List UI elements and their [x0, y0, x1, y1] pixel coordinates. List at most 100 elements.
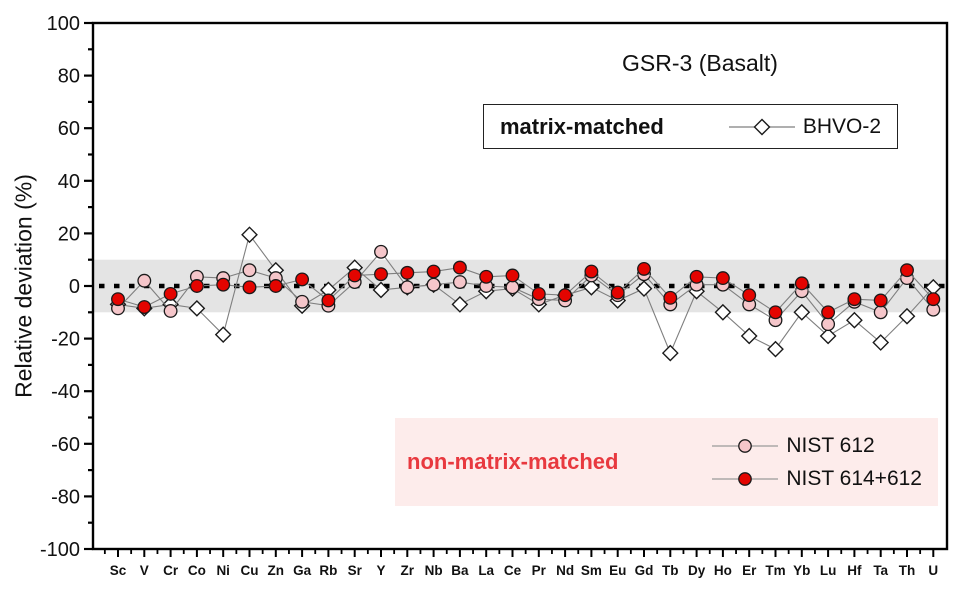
- x-axis-tick-label: Y: [376, 563, 385, 578]
- series-nist-612-point: [374, 244, 388, 259]
- series-nist-614-612-point: [900, 263, 914, 278]
- series-bhvo-2-point: [740, 327, 758, 345]
- series-nist-612-point: [452, 275, 467, 290]
- y-axis-tick-label: -20: [51, 329, 80, 351]
- series-nist-614-612-point: [610, 285, 625, 300]
- series-nist-614-612-point: [426, 264, 441, 279]
- series-bhvo-2-point: [372, 281, 390, 299]
- x-axis-tick-label: La: [478, 563, 494, 578]
- diamond-marker-icon: [728, 118, 795, 135]
- series-nist-612-point: [873, 305, 888, 320]
- y-axis-tick-label: -100: [40, 539, 80, 561]
- y-axis-tick-label: -60: [51, 434, 80, 456]
- legend-matrix-matched: matrix-matched BHVO-2: [483, 104, 898, 149]
- series-nist-612-point: [426, 277, 441, 292]
- series-bhvo-2-point: [819, 327, 837, 345]
- x-axis-tick-label: Ga: [293, 563, 312, 578]
- series-nist-614-612-point: [505, 268, 520, 283]
- x-axis-tick-label: Ce: [504, 563, 522, 578]
- series-nist-614-612-point: [663, 290, 678, 305]
- legend-entry-bhvo-2: BHVO-2: [728, 114, 881, 139]
- series-nist-614-612-point: [637, 261, 651, 276]
- chart-title: GSR-3 (Basalt): [622, 50, 778, 76]
- x-axis-tick-label: Sc: [110, 563, 127, 578]
- y-axis-tick-label: 0: [69, 276, 80, 298]
- x-axis-tick-label: Ni: [216, 563, 230, 578]
- series-bhvo-2-point: [793, 303, 811, 321]
- y-axis-tick-label: -40: [51, 381, 80, 403]
- x-axis-tick-label: Nb: [425, 563, 443, 578]
- x-axis-tick-label: Lu: [820, 563, 837, 578]
- y-axis-tick-label: -80: [51, 486, 80, 508]
- x-axis-tick-label: Cr: [163, 563, 179, 578]
- x-axis-tick-label: Ba: [451, 563, 469, 578]
- series-bhvo-2-point: [714, 303, 732, 321]
- series-nist-614-612-point: [452, 260, 467, 275]
- x-axis-tick-label: Tm: [765, 563, 785, 578]
- x-axis-tick-label: Pr: [532, 563, 547, 578]
- legend-non-matrix-matched-label: non-matrix-matched: [407, 449, 619, 474]
- series-nist-614-612-point: [847, 292, 862, 307]
- series-bhvo-2-point: [451, 296, 469, 313]
- series-nist-614-612-point: [321, 293, 336, 308]
- series-nist-614-612-point: [558, 288, 573, 303]
- series-nist-614-612-point: [400, 265, 415, 280]
- x-axis-tick-label: Tb: [662, 563, 679, 578]
- series-bhvo-2-point: [661, 344, 679, 362]
- series-nist-614-612-point: [873, 293, 888, 308]
- x-axis-tick-label: Ta: [873, 563, 888, 578]
- x-axis-tick-label: U: [928, 563, 938, 578]
- x-axis-tick-label: Hf: [847, 563, 862, 578]
- series-bhvo-2-point: [898, 307, 916, 325]
- series-bhvo-2-point: [767, 340, 784, 358]
- series-nist-614-612-point: [531, 286, 546, 301]
- pink-circle-marker-icon: [712, 438, 779, 453]
- series-nist-614-612-point: [689, 269, 704, 284]
- x-axis-tick-label: Nd: [556, 563, 574, 578]
- legend-non-matrix-matched: non-matrix-matched NIST 612 NIST 614+612: [395, 418, 938, 506]
- series-bhvo-2-point: [214, 326, 232, 344]
- series-nist-614-612-point: [926, 292, 941, 307]
- series-nist-614-612-point: [268, 279, 283, 293]
- x-axis-tick-label: Sr: [348, 563, 363, 578]
- series-nist-614-612-point: [242, 280, 257, 295]
- series-nist-614-612-point: [216, 277, 231, 292]
- x-axis-tick-label: Cu: [241, 563, 259, 578]
- series-nist-612-point: [400, 280, 415, 295]
- x-axis-tick-label: Co: [188, 563, 206, 578]
- x-axis-tick-label: Dy: [688, 563, 706, 578]
- series-bhvo-2-line: [117, 233, 934, 355]
- series-nist-612-point: [163, 304, 178, 318]
- series-nist-614-612-point: [742, 288, 757, 303]
- legend-series-nist-612: NIST 612: [786, 433, 875, 457]
- series-nist-614-612-point: [137, 300, 152, 314]
- series-bhvo-2-point: [635, 280, 653, 298]
- x-axis-tick-label: Rb: [319, 563, 337, 578]
- red-circle-marker-icon: [712, 471, 779, 486]
- x-axis-tick-label: Ho: [714, 563, 732, 578]
- series-nist-614-612-point: [163, 286, 178, 301]
- y-axis-tick-label: 40: [58, 171, 80, 193]
- series-nist-614-612-point: [768, 305, 783, 320]
- y-axis-tick-label: 100: [47, 13, 80, 35]
- series-nist-614-612-point: [347, 268, 362, 283]
- x-axis-tick-label: Gd: [635, 563, 654, 578]
- x-axis-tick-label: Th: [899, 563, 916, 578]
- series-nist-612-point: [505, 280, 520, 295]
- y-axis-label: Relative deviation (%): [10, 174, 37, 398]
- y-axis-tick-label: 80: [58, 66, 80, 88]
- x-axis-tick-label: Sm: [581, 563, 602, 578]
- legend-series-bhvo-2: BHVO-2: [802, 114, 881, 138]
- series-nist-614-612-point: [794, 276, 809, 291]
- x-axis-tick-label: Yb: [793, 563, 810, 578]
- legend-entry-nist-614-612: NIST 614+612: [712, 467, 922, 491]
- series-nist-614-612-point: [374, 267, 388, 282]
- x-axis-tick-label: Er: [742, 563, 757, 578]
- legend-matrix-matched-label: matrix-matched: [500, 113, 664, 139]
- series-nist-614-612-point: [715, 271, 730, 286]
- x-axis-tick-label: Eu: [609, 563, 626, 578]
- series-bhvo-2-point: [583, 278, 600, 296]
- legend-entry-nist-612: NIST 612: [712, 434, 922, 458]
- series-bhvo-2-point: [188, 299, 206, 317]
- x-axis-tick-label: V: [140, 563, 149, 578]
